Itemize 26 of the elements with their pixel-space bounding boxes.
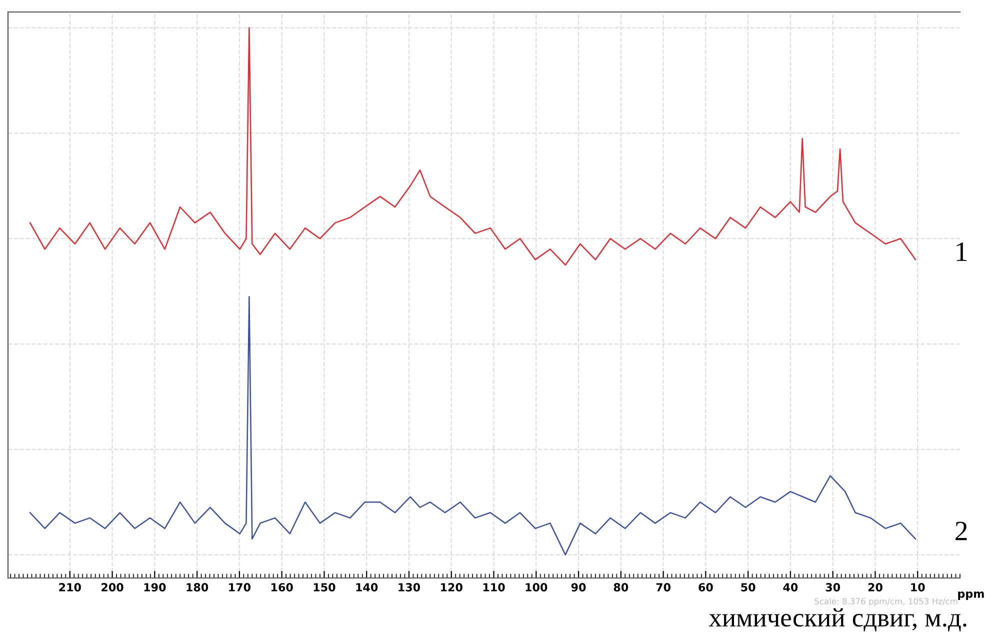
x-tick-label: 50	[741, 583, 756, 592]
x-tick-label: 200	[102, 583, 124, 592]
x-tick-label: 70	[656, 583, 670, 592]
x-tick-label: 60	[698, 583, 713, 592]
x-tick-label: 170	[229, 583, 250, 592]
x-tick-label: 140	[356, 583, 378, 592]
x-tick-label: 10	[911, 583, 925, 592]
x-tick-label: 100	[526, 583, 548, 592]
x-tick-label: 160	[271, 583, 293, 592]
x-tick-label: 210	[59, 583, 81, 592]
x-tick-label: 180	[186, 583, 208, 592]
x-tick-label: 80	[614, 583, 628, 592]
x-tick-label: 110	[483, 583, 505, 592]
text: химический сдвиг, м.д.	[708, 608, 966, 632]
series-label: 1	[956, 242, 967, 261]
x-tick-label: 120	[441, 583, 462, 592]
x-axis-title: ppm	[958, 592, 984, 600]
series-label: 2	[956, 522, 967, 540]
x-tick-label: 130	[398, 583, 420, 592]
x-tick-label: 190	[144, 583, 166, 592]
text: Scale: 8.376 ppm/cm, 1053 Hz/cm	[814, 598, 958, 606]
x-tick-label: 30	[826, 583, 840, 592]
x-tick-label: 90	[571, 583, 586, 592]
x-tick-label: 40	[783, 583, 798, 592]
x-tick-label: 20	[868, 583, 882, 592]
x-tick-label: 150	[314, 583, 336, 592]
